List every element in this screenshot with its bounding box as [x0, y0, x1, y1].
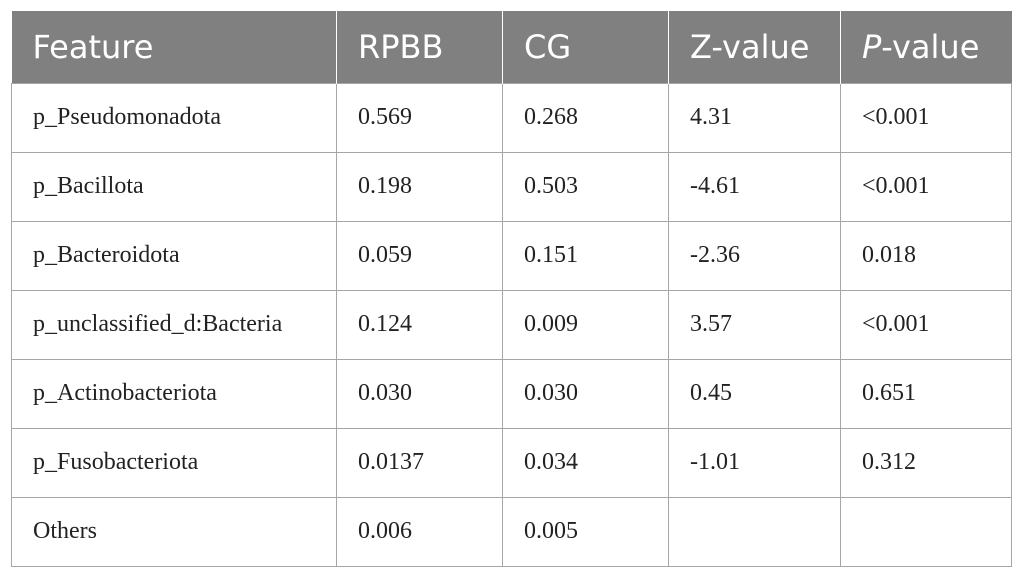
cell-p-value: <0.001	[840, 289, 1012, 360]
cell-feature: p_unclassified_d:Bacteria	[11, 289, 337, 360]
cell-rpbb: 0.124	[336, 289, 503, 360]
cell-rpbb: 0.198	[336, 151, 503, 222]
header-cg: CG	[502, 11, 669, 83]
cell-feature: Others	[11, 496, 337, 567]
cell-p-value: 0.312	[840, 427, 1012, 498]
cell-z-value: -1.01	[668, 427, 841, 498]
cell-z-value: -2.36	[668, 220, 841, 291]
header-feature: Feature	[11, 11, 337, 83]
cell-rpbb: 0.0137	[336, 427, 503, 498]
header-row: Feature RPBB CG Z-value P-value	[11, 11, 1012, 83]
header-p-italic: P	[862, 27, 882, 66]
cell-feature: p_Actinobacteriota	[11, 358, 337, 429]
cell-cg: 0.151	[502, 220, 669, 291]
table-row: p_unclassified_d:Bacteria 0.124 0.009 3.…	[11, 289, 1012, 360]
cell-feature: p_Bacteroidota	[11, 220, 337, 291]
cell-cg: 0.034	[502, 427, 669, 498]
data-table-container: Feature RPBB CG Z-value P-value p_Pseudo…	[11, 11, 1012, 567]
table-row: p_Pseudomonadota 0.569 0.268 4.31 <0.001	[11, 82, 1012, 153]
cell-cg: 0.030	[502, 358, 669, 429]
cell-p-value	[840, 496, 1012, 567]
cell-cg: 0.005	[502, 496, 669, 567]
table-row: Others 0.006 0.005	[11, 496, 1012, 567]
cell-rpbb: 0.006	[336, 496, 503, 567]
cell-rpbb: 0.569	[336, 82, 503, 153]
cell-cg: 0.503	[502, 151, 669, 222]
cell-p-value: <0.001	[840, 82, 1012, 153]
cell-z-value	[668, 496, 841, 567]
cell-feature: p_Fusobacteriota	[11, 427, 337, 498]
cell-rpbb: 0.059	[336, 220, 503, 291]
header-z-value: Z-value	[668, 11, 841, 83]
phylum-abundance-table: Feature RPBB CG Z-value P-value p_Pseudo…	[11, 11, 1012, 567]
table-body: p_Pseudomonadota 0.569 0.268 4.31 <0.001…	[11, 82, 1012, 567]
cell-cg: 0.009	[502, 289, 669, 360]
table-row: p_Bacteroidota 0.059 0.151 -2.36 0.018	[11, 220, 1012, 291]
table-row: p_Actinobacteriota 0.030 0.030 0.45 0.65…	[11, 358, 1012, 429]
cell-z-value: -4.61	[668, 151, 841, 222]
cell-p-value: <0.001	[840, 151, 1012, 222]
cell-rpbb: 0.030	[336, 358, 503, 429]
cell-p-value: 0.651	[840, 358, 1012, 429]
cell-p-value: 0.018	[840, 220, 1012, 291]
table-row: p_Fusobacteriota 0.0137 0.034 -1.01 0.31…	[11, 427, 1012, 498]
header-rpbb: RPBB	[336, 11, 503, 83]
cell-z-value: 3.57	[668, 289, 841, 360]
cell-z-value: 4.31	[668, 82, 841, 153]
cell-feature: p_Bacillota	[11, 151, 337, 222]
header-p-suffix: -value	[881, 27, 980, 66]
table-row: p_Bacillota 0.198 0.503 -4.61 <0.001	[11, 151, 1012, 222]
cell-cg: 0.268	[502, 82, 669, 153]
table-header: Feature RPBB CG Z-value P-value	[11, 11, 1012, 83]
header-p-value: P-value	[840, 11, 1012, 83]
cell-feature: p_Pseudomonadota	[11, 82, 337, 153]
cell-z-value: 0.45	[668, 358, 841, 429]
